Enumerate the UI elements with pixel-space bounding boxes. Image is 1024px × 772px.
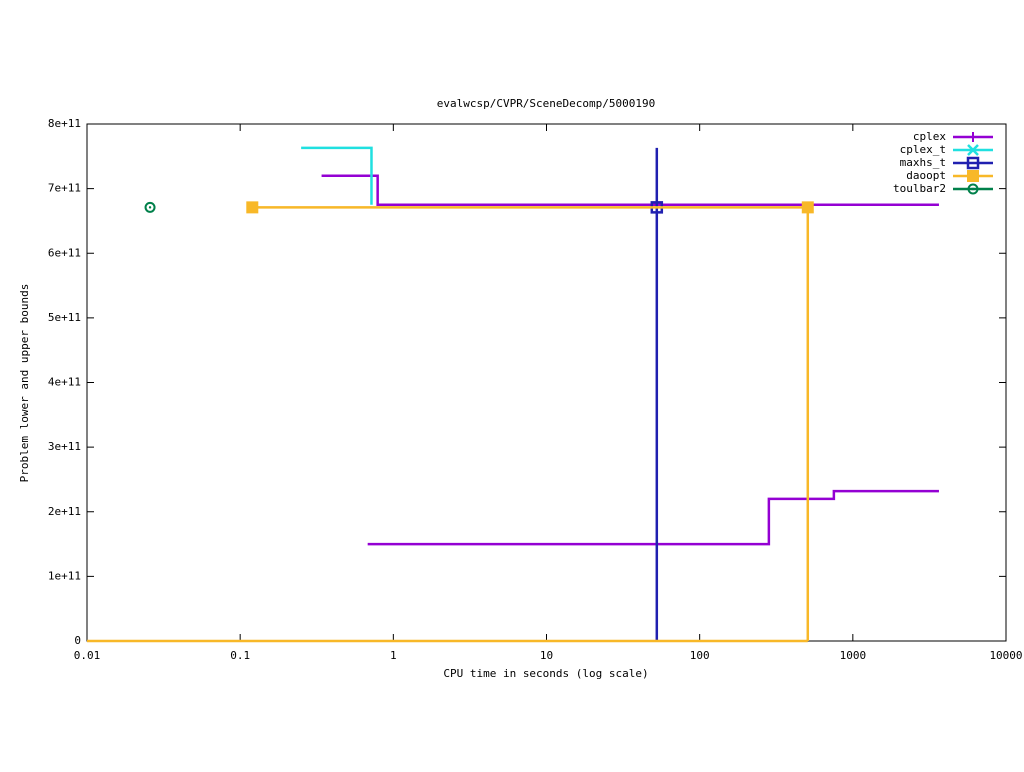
plot-border: [86, 123, 1007, 642]
x-tick-label: 0.01: [74, 649, 101, 662]
x-tick-label: 1000: [840, 649, 867, 662]
y-tick-label: 8e+11: [48, 117, 81, 130]
y-tick-label: 0: [74, 634, 81, 647]
marker-shape: [246, 201, 259, 214]
x-tick-label: 10000: [989, 649, 1022, 662]
y-tick-label: 3e+11: [48, 440, 81, 453]
marker: [966, 156, 980, 170]
marker: [967, 144, 979, 156]
x-tick-label: 1: [390, 649, 397, 662]
y-tick-label: 5e+11: [48, 311, 81, 324]
legend-label: cplex_t: [900, 143, 946, 156]
marker-shape: [968, 132, 978, 142]
marker: [967, 170, 979, 182]
x-tick-label: 100: [690, 649, 710, 662]
y-tick-label: 4e+11: [48, 376, 81, 389]
marker-shape: [966, 156, 980, 170]
series-line: [301, 146, 373, 205]
legend-label: toulbar2: [893, 182, 946, 195]
marker-shape: [971, 187, 975, 191]
y-tick-label: 2e+11: [48, 505, 81, 518]
series-line: [87, 206, 810, 643]
marker-shape: [144, 201, 156, 213]
series-line: [321, 174, 939, 546]
marker-shape: [801, 201, 814, 214]
y-tick-label: 7e+11: [48, 182, 81, 195]
legend-label: maxhs_t: [900, 156, 946, 169]
marker: [967, 183, 979, 195]
marker-shape: [148, 206, 152, 209]
x-axis-label: CPU time in seconds (log scale): [443, 667, 648, 680]
y-tick-label: 1e+11: [48, 569, 81, 582]
x-tick-label: 10: [540, 649, 553, 662]
marker-shape: [967, 170, 979, 182]
chart-title: evalwcsp/CVPR/SceneDecomp/5000190: [437, 97, 656, 110]
marker: [801, 201, 814, 214]
marker: [144, 201, 156, 213]
y-axis-label: Problem lower and upper bounds: [18, 284, 31, 483]
marker: [968, 132, 978, 142]
legend-label: daoopt: [906, 169, 946, 182]
x-tick-label: 0.1: [230, 649, 250, 662]
marker-shape: [967, 183, 979, 195]
marker: [246, 201, 259, 214]
legend-label: cplex: [913, 130, 946, 143]
marker-shape: [967, 144, 979, 156]
y-tick-label: 6e+11: [48, 246, 81, 259]
